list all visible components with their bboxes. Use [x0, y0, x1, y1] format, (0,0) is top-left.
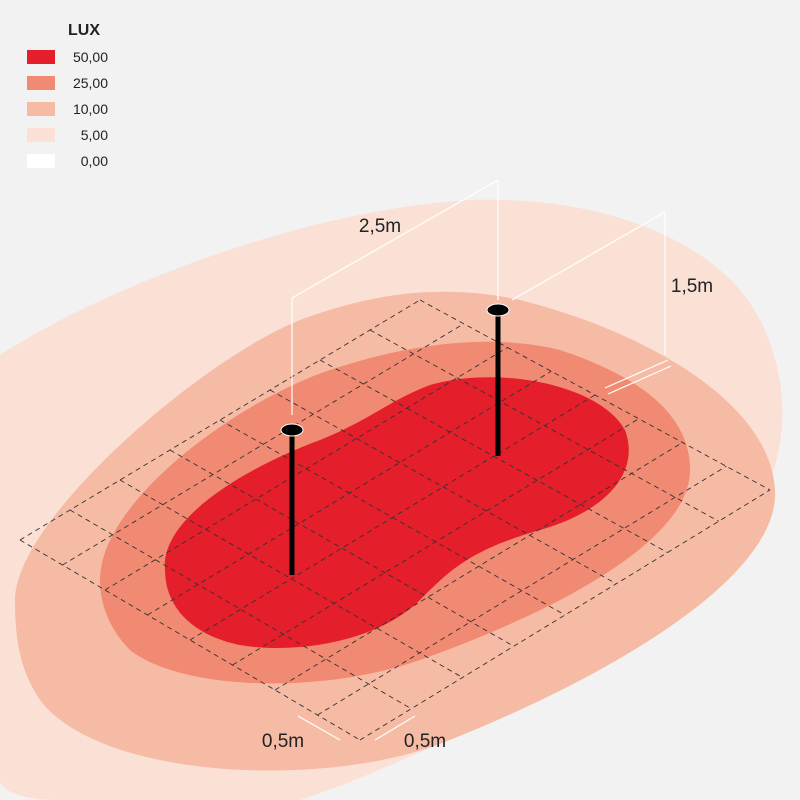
legend-swatch — [27, 102, 55, 116]
grid-line — [119, 479, 463, 678]
grid — [19, 299, 771, 741]
legend-swatch — [27, 154, 55, 168]
grid-line — [232, 418, 639, 666]
dimension-label: 0,5m — [262, 731, 304, 752]
grid-line — [274, 442, 683, 691]
legend-label: 50,00 — [73, 49, 108, 65]
grid-line — [317, 465, 727, 716]
grid-line — [19, 299, 421, 541]
luminaire — [280, 423, 304, 437]
legend-swatch — [27, 50, 55, 64]
legend-label: 5,00 — [81, 127, 108, 143]
grid-line — [189, 394, 596, 641]
dimension-lines — [291, 179, 672, 741]
zone-50 — [164, 377, 629, 648]
dimension-label: 2,5m — [359, 216, 401, 237]
dimension-label: 1,5m — [671, 276, 713, 297]
grid-line — [169, 449, 514, 647]
legend-title: LUX — [68, 22, 100, 39]
grid-line — [419, 299, 771, 491]
legend-label: 0,00 — [81, 153, 108, 169]
grid-line — [319, 359, 668, 553]
legend: 50,00 25,00 10,00 5,00 0,00 — [27, 49, 108, 169]
dimension-label: 0,5m — [404, 731, 446, 752]
grid-line — [19, 539, 361, 741]
luminaire — [486, 303, 510, 317]
legend-label: 25,00 — [73, 75, 108, 91]
legend-swatch — [27, 76, 55, 90]
grid-line — [369, 329, 719, 522]
grid-line — [359, 489, 771, 741]
legend-swatch — [27, 128, 55, 142]
legend-label: 10,00 — [73, 101, 108, 117]
grid-line — [269, 389, 617, 585]
poles — [280, 303, 510, 575]
grid-line — [69, 509, 412, 710]
